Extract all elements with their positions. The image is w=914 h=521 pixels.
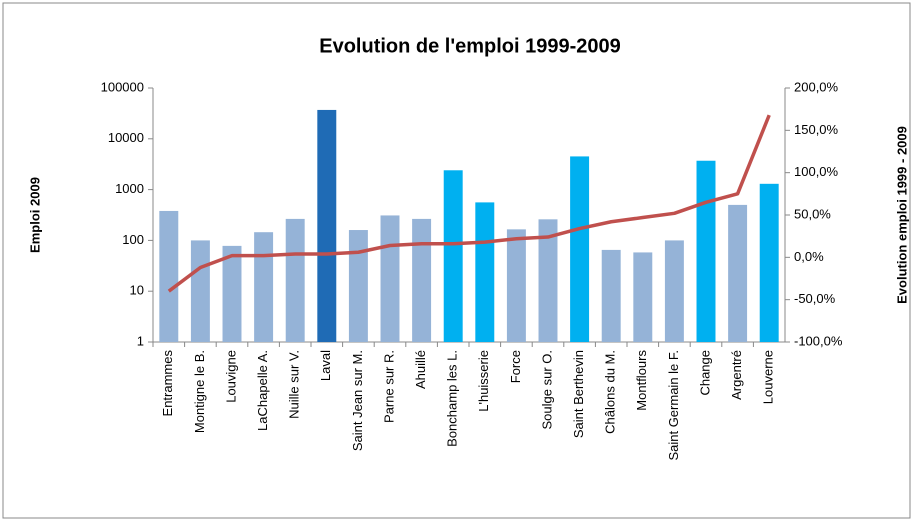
x-tick-label: Saint Germain le F. <box>666 350 681 461</box>
x-tick-label: Saint Jean sur M. <box>350 350 365 451</box>
y2-tick-label: -50,0% <box>794 291 836 306</box>
x-tick-label: Laval <box>318 350 333 381</box>
y2-tick-label: 0,0% <box>794 249 824 264</box>
x-tick-label: Force <box>508 350 523 383</box>
bar <box>317 109 337 342</box>
y2-tick-label: 50,0% <box>794 206 831 221</box>
x-tick-label: Montigne le B. <box>192 350 207 433</box>
y2-tick-label: 200,0% <box>794 79 839 94</box>
bar <box>696 160 716 342</box>
bar <box>348 230 368 342</box>
y-tick-label: 1 <box>137 333 144 348</box>
x-tick-label: Ahuillé <box>413 350 428 389</box>
bar <box>728 204 748 342</box>
bar <box>506 229 526 342</box>
bar <box>759 183 779 342</box>
y-tick-label: 100 <box>122 232 144 247</box>
y2-tick-label: 100,0% <box>794 164 839 179</box>
bar <box>380 215 400 342</box>
bar <box>601 249 621 342</box>
y-axis-title: Emploi 2009 <box>27 177 42 253</box>
bar <box>633 252 653 342</box>
x-tick-label: Louverne <box>761 350 776 404</box>
x-tick-label: Louvigne <box>223 350 238 403</box>
bar <box>443 170 463 342</box>
x-tick-label: Parne sur R. <box>381 350 396 423</box>
bar <box>190 240 210 342</box>
bar <box>222 245 242 342</box>
y-tick-label: 10000 <box>108 130 144 145</box>
line <box>167 114 771 293</box>
x-tick-label: L'huisserie <box>476 350 491 412</box>
x-tick-label: Montflours <box>634 350 649 411</box>
y2-tick-label: -100,0% <box>794 333 843 348</box>
bar <box>412 218 432 342</box>
y2-axis-title: Evolution emploi 1999 - 2009 <box>894 126 909 304</box>
x-tick-label: Soulge sur O. <box>539 350 554 430</box>
x-tick-label: Saint Berthevin <box>571 350 586 438</box>
bar <box>254 232 274 342</box>
x-tick-label: Argentré <box>729 350 744 400</box>
bar <box>285 218 305 342</box>
y2-tick-label: 150,0% <box>794 122 839 137</box>
x-tick-label: Nuille sur V. <box>287 350 302 419</box>
y-tick-label: 100000 <box>101 79 144 94</box>
x-tick-label: Châlons du M. <box>603 350 618 434</box>
y-tick-label: 1000 <box>115 181 144 196</box>
x-tick-label: Change <box>697 350 712 396</box>
x-tick-label: Bonchamp les L. <box>445 350 460 447</box>
bar <box>475 202 495 342</box>
bar <box>159 210 179 342</box>
bar <box>538 219 558 342</box>
x-tick-label: LaChapelle A. <box>255 350 270 431</box>
y-tick-label: 10 <box>130 283 144 298</box>
bar <box>570 156 590 342</box>
bar <box>664 240 684 342</box>
chart-title: Evolution de l'emploi 1999-2009 <box>319 35 621 57</box>
x-tick-label: Entrammes <box>160 350 175 417</box>
